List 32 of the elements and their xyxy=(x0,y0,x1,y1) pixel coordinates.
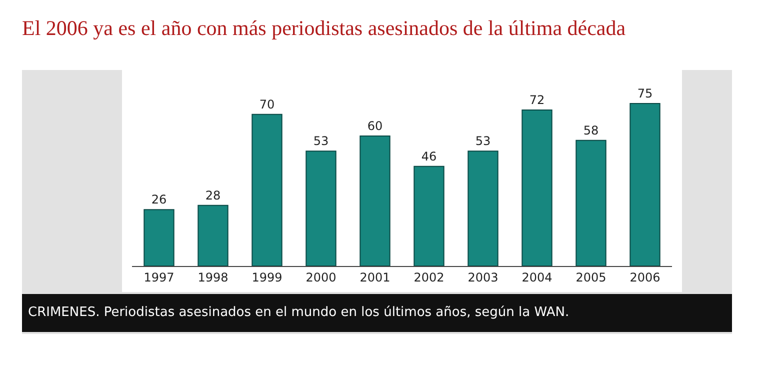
x-tick-label: 2000 xyxy=(306,270,336,284)
x-tick-label: 1999 xyxy=(252,270,282,284)
x-tick-label: 2005 xyxy=(576,270,606,284)
x-tick-label: 2002 xyxy=(414,270,444,284)
x-tick-label: 1997 xyxy=(144,270,174,284)
data-label: 60 xyxy=(367,119,383,133)
bar xyxy=(630,103,660,266)
data-label: 58 xyxy=(583,123,599,138)
bar xyxy=(144,209,174,266)
bar xyxy=(198,204,228,266)
bar xyxy=(576,140,606,266)
data-label: 53 xyxy=(475,134,491,148)
bar xyxy=(522,110,552,266)
bar xyxy=(360,136,390,266)
data-label: 72 xyxy=(529,93,545,107)
bar xyxy=(306,150,336,266)
bar xyxy=(252,114,282,266)
x-tick-label: 2006 xyxy=(630,270,660,284)
chart-title: El 2006 ya es el año con más periodistas asesinados de la última década xyxy=(22,16,627,40)
data-label: 46 xyxy=(421,149,437,164)
data-label: 70 xyxy=(259,97,275,112)
data-label: 75 xyxy=(637,86,653,100)
text: CRIMENES. Periodistas asesinados en el mundo en los últimos años, según la WAN. xyxy=(22,294,732,332)
x-tick-label: 1998 xyxy=(198,270,228,284)
bar xyxy=(414,166,444,266)
x-tick-label: 2001 xyxy=(360,270,390,284)
x-tick-label: 2004 xyxy=(522,270,552,284)
x-tick-label: 2003 xyxy=(468,270,498,284)
data-label: 28 xyxy=(205,188,221,202)
data-label: 53 xyxy=(313,134,329,148)
bar xyxy=(468,150,498,266)
data-label: 26 xyxy=(151,192,167,207)
